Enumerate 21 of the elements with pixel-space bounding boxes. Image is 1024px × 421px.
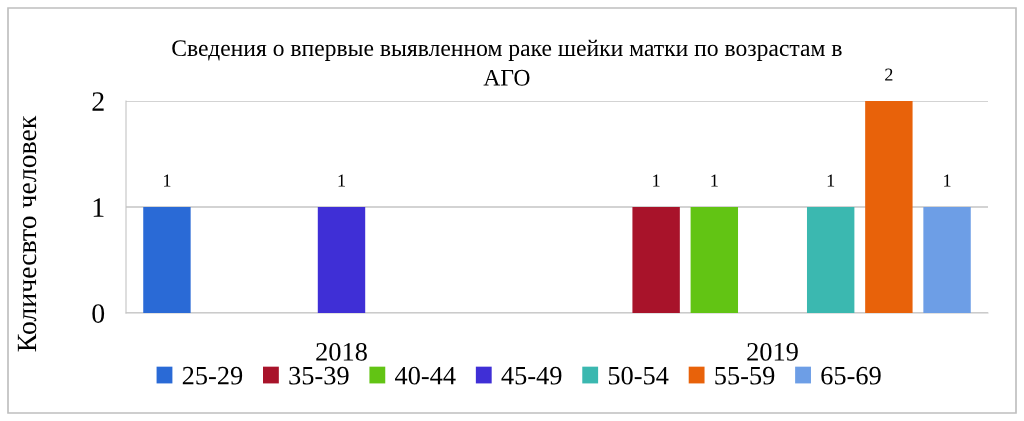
data-label: 1 bbox=[827, 174, 835, 187]
legend-label: 65-69 bbox=[821, 366, 881, 385]
y-tick-label: 2 bbox=[92, 92, 104, 111]
data-label: 1 bbox=[164, 174, 171, 187]
chart-title: Сведения о впервые выявленном раке шейки матки по возрастам в АГО bbox=[172, 39, 842, 86]
y-axis-title: Количесвто человек bbox=[17, 115, 37, 352]
legend-label: 45-49 bbox=[501, 366, 562, 385]
data-label: 2 bbox=[885, 68, 893, 81]
y-tick-label: 1 bbox=[93, 198, 104, 217]
data-label: 1 bbox=[711, 174, 718, 187]
legend-label: 40-44 bbox=[395, 366, 456, 385]
legend-label: 25-29 bbox=[182, 366, 243, 385]
data-label: 1 bbox=[653, 174, 660, 187]
legend-label: 35-39 bbox=[289, 366, 349, 385]
data-label: 1 bbox=[338, 174, 345, 187]
x-tick-label: 2019 bbox=[747, 342, 798, 361]
y-tick-label: 0 bbox=[92, 304, 105, 323]
legend-label: 55-59 bbox=[715, 366, 775, 385]
x-tick-label: 2018 bbox=[316, 342, 367, 361]
data-label: 1 bbox=[944, 174, 951, 187]
legend-label: 50-54 bbox=[608, 366, 669, 385]
